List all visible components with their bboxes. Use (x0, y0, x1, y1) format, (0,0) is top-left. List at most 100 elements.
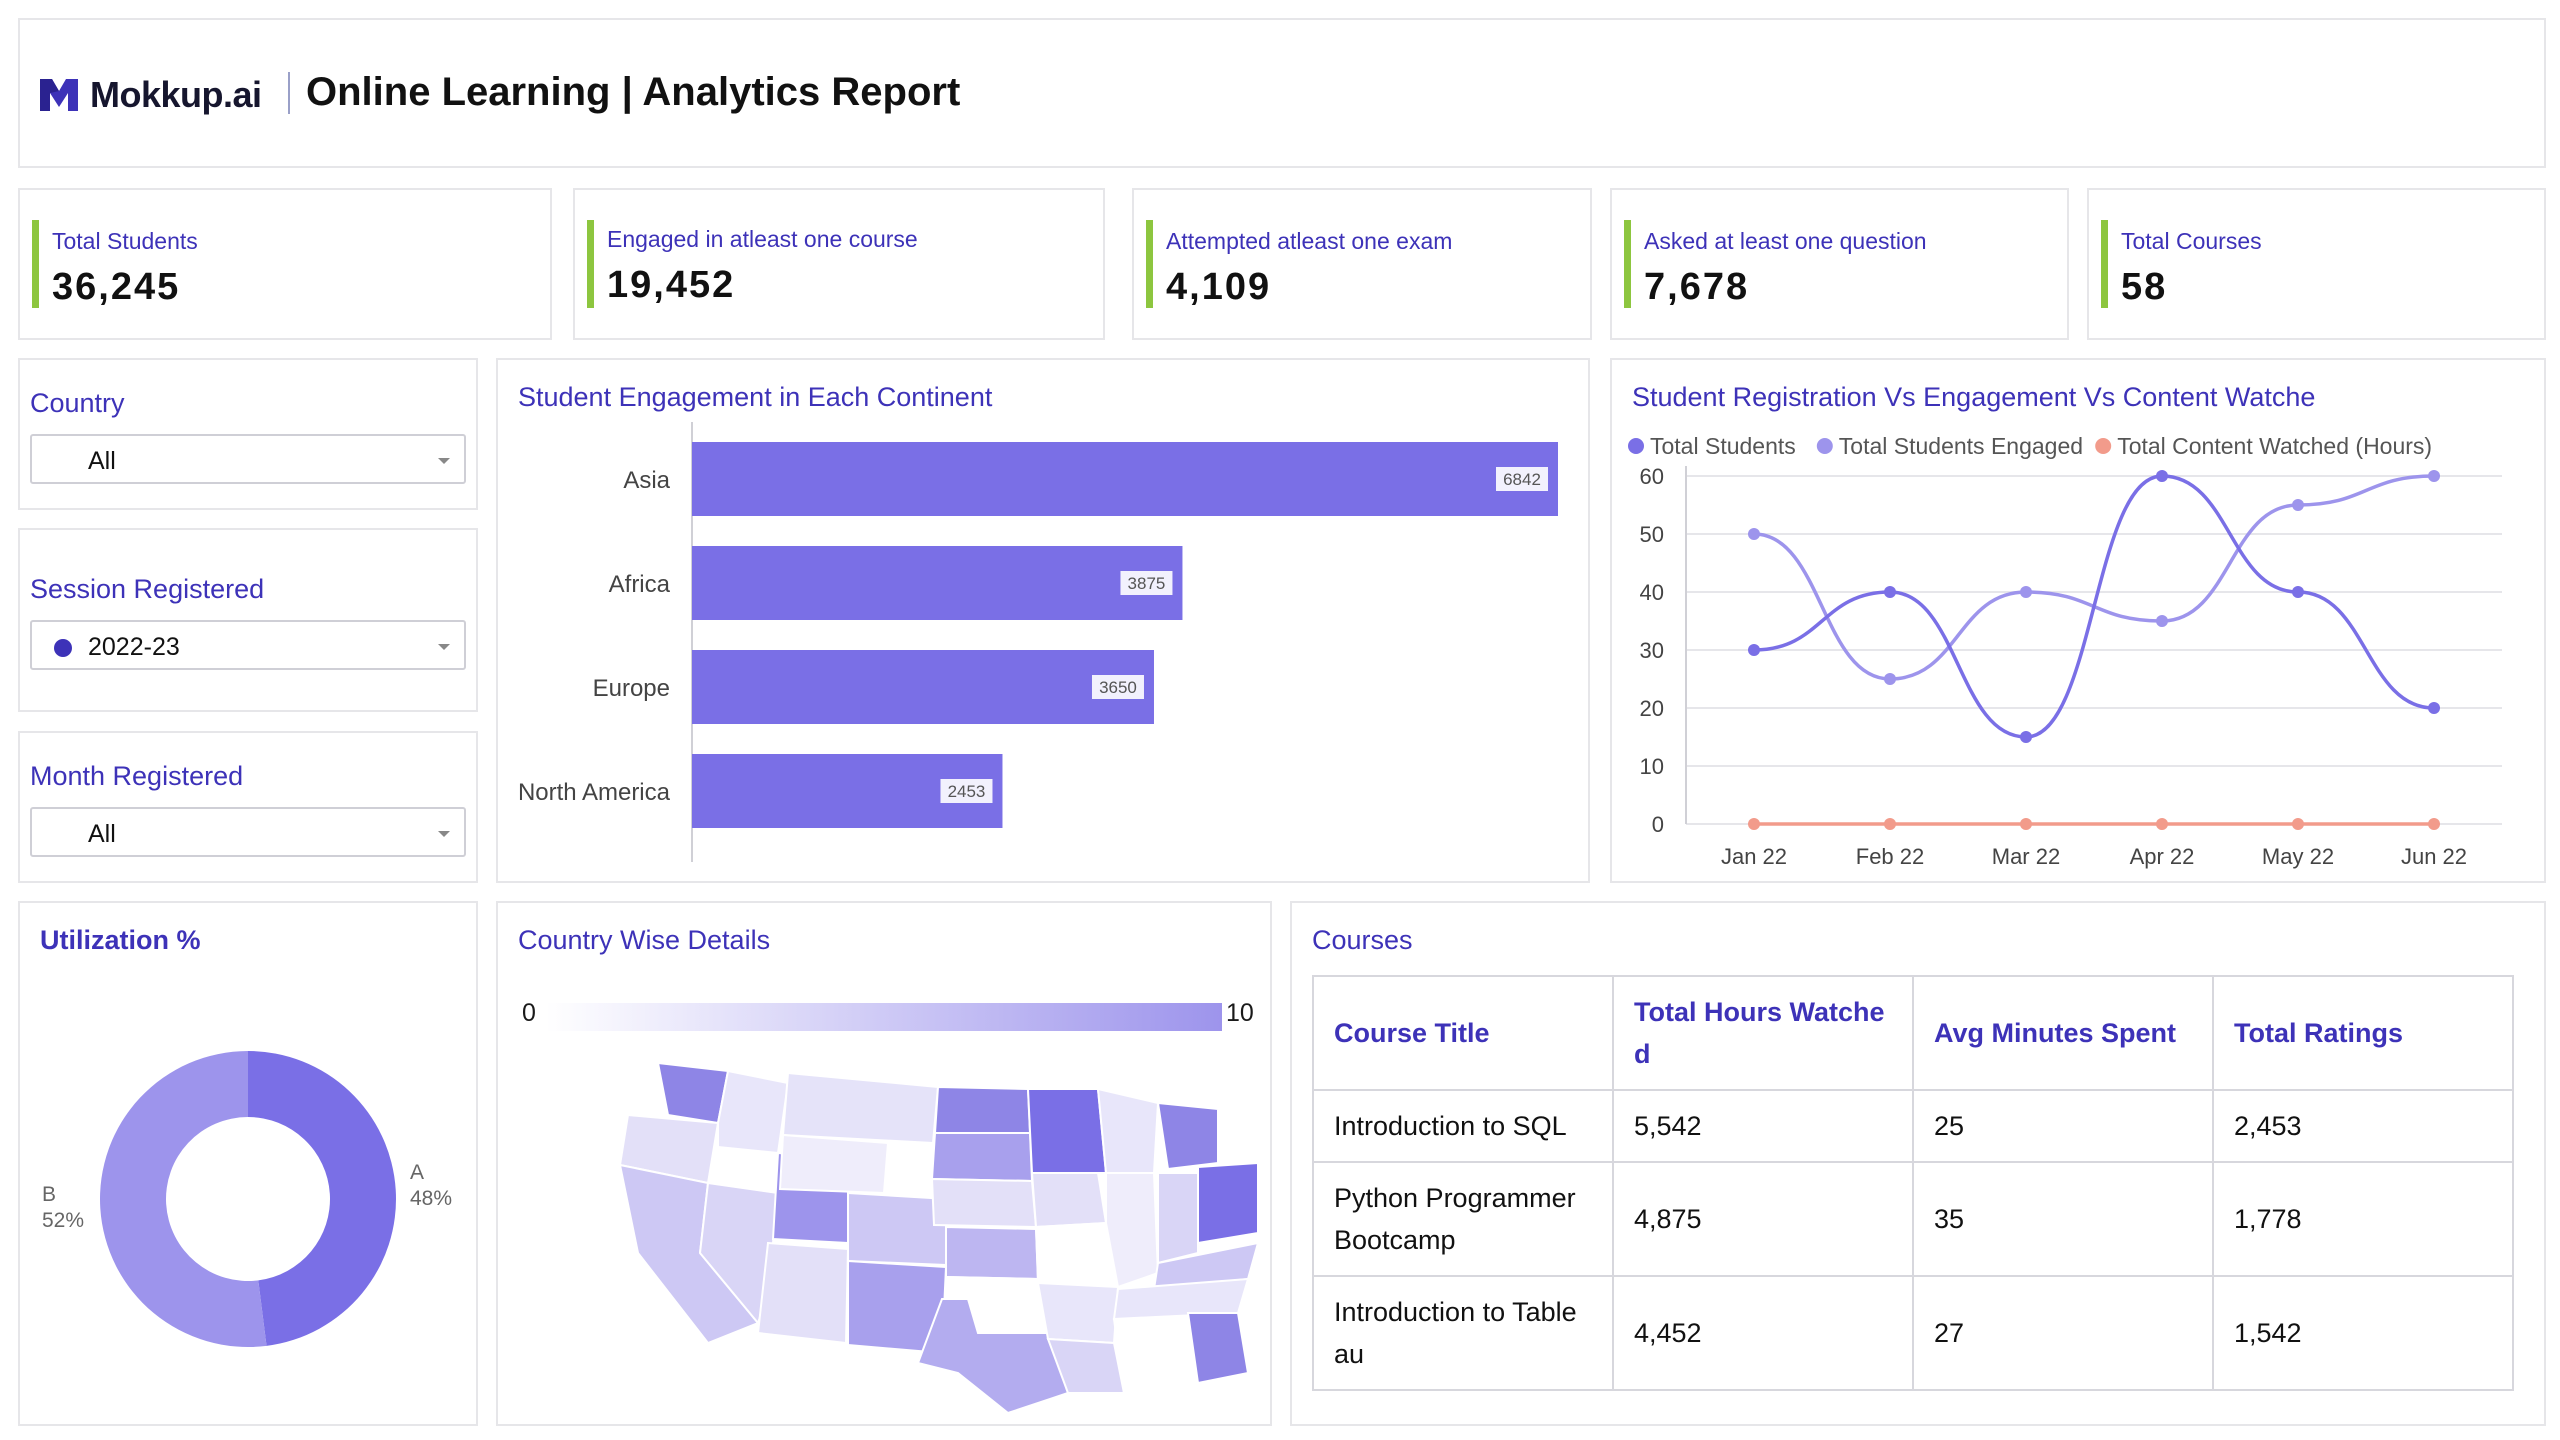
column-header-total-hours[interactable]: Total Hours Watche d (1612, 975, 1914, 1091)
map-region-nebraska (930, 1177, 1038, 1229)
data-point (2020, 731, 2032, 743)
month-select-value: All (88, 820, 116, 848)
y-tick-label: 30 (1640, 638, 1664, 663)
header-bar: Mokkup.ai Online Learning | Analytics Re… (18, 18, 2546, 168)
chevron-down-icon (438, 458, 450, 464)
kpi-label: Asked at least one question (1644, 228, 1927, 254)
utilization-panel: Utilization % A 48% B 52% (18, 901, 478, 1426)
engagement-chart-panel: Student Engagement in Each Continent Asi… (496, 358, 1590, 883)
kpi-card-total-students: Total Students 36,245 (18, 188, 552, 340)
cell-total-ratings: 2,453 (2212, 1089, 2514, 1163)
month-select[interactable]: All (30, 807, 466, 857)
bar-data-label: 3875 (1128, 574, 1166, 593)
registration-chart-panel: Student Registration Vs Engagement Vs Co… (1610, 358, 2546, 883)
table-row[interactable]: Python Programmer Bootcamp 4,875 35 1,77… (1312, 1161, 2514, 1277)
bar (692, 546, 1183, 620)
cell-avg-minutes: 35 (1912, 1161, 2214, 1277)
series-line (1753, 474, 2435, 739)
map-region-illinois (1105, 1172, 1160, 1289)
selected-dot-icon (54, 639, 72, 657)
kpi-value: 7,678 (1644, 266, 1750, 308)
legend-marker (2095, 438, 2112, 454)
country-select[interactable]: All (30, 434, 466, 484)
column-header-avg-minutes[interactable]: Avg Minutes Spent (1912, 975, 2214, 1091)
kpi-accent-bar (2101, 220, 2108, 308)
chevron-down-icon (438, 831, 450, 837)
kpi-card-attempted-exam: Attempted atleast one exam 4,109 (1132, 188, 1592, 340)
registration-chart-title: Student Registration Vs Engagement Vs Co… (1632, 382, 2316, 412)
cell-total-hours: 5,542 (1612, 1089, 1914, 1163)
map-region-missouri (1034, 1221, 1120, 1289)
data-point (2020, 586, 2032, 598)
us-choropleth-map[interactable] (558, 1043, 1258, 1413)
map-region-alabama (1150, 1318, 1189, 1394)
kpi-accent-bar (587, 220, 594, 308)
data-point (2156, 615, 2168, 627)
legend-label: Total Content Watched (Hours) (2117, 433, 2432, 459)
kpi-value: 58 (2121, 266, 2168, 308)
table-row[interactable]: Introduction to Table au 4,452 27 1,542 (1312, 1275, 2514, 1391)
kpi-card-asked-question: Asked at least one question 7,678 (1610, 188, 2069, 340)
column-header-course-title[interactable]: Course Title (1312, 975, 1614, 1091)
x-tick-label: Mar 22 (1992, 844, 2060, 869)
month-filter-label: Month Registered (30, 761, 244, 791)
data-point (2020, 818, 2032, 830)
donut-slice-label: 48% (410, 1187, 452, 1210)
kpi-card-engaged: Engaged in atleast one course 19,452 (573, 188, 1105, 340)
bar-category-label: Asia (623, 467, 670, 494)
session-select[interactable]: 2022-23 (30, 620, 466, 670)
map-region-wyoming (778, 1133, 890, 1195)
brand-name: Mokkup.ai (90, 74, 262, 115)
registration-line-chart: Total Students Total Students Engaged Tota… (1628, 433, 2502, 869)
session-select-value: 2022-23 (88, 633, 180, 661)
table-header-row: Course Title Total Hours Watche d Avg Mi… (1312, 975, 2514, 1091)
courses-panel: Courses Course Title Total Hours Watche … (1290, 901, 2546, 1426)
cell-course-title: Introduction to SQL (1312, 1089, 1614, 1163)
country-select-value: All (88, 447, 116, 475)
kpi-accent-bar (32, 220, 39, 308)
bar-data-label-bg (1091, 675, 1144, 699)
map-region-kansas (945, 1225, 1040, 1281)
y-tick-label: 10 (1640, 754, 1664, 779)
legend-label: Total Students Engaged (1839, 433, 2083, 459)
data-point (2292, 818, 2304, 830)
kpi-card-total-courses: Total Courses 58 (2087, 188, 2546, 340)
map-region-minnesota (1026, 1088, 1108, 1174)
data-point (1748, 818, 1760, 830)
data-point (1884, 673, 1896, 685)
cell-total-ratings: 1,542 (2212, 1275, 2514, 1391)
kpi-value: 19,452 (607, 264, 736, 306)
courses-table: Course Title Total Hours Watche d Avg Mi… (1312, 975, 2514, 1391)
cell-total-ratings: 1,778 (2212, 1161, 2514, 1277)
map-region-south-dakota (930, 1132, 1034, 1183)
x-tick-label: Jun 22 (2401, 844, 2467, 869)
data-point (1884, 818, 1896, 830)
y-tick-label: 50 (1640, 522, 1664, 547)
country-map-panel: Country Wise Details 0 10 (496, 901, 1272, 1426)
column-header-total-ratings[interactable]: Total Ratings (2212, 975, 2514, 1091)
brand-logo[interactable]: Mokkup.ai (38, 74, 262, 116)
data-point (2292, 499, 2304, 511)
session-filter-panel: Session Registered 2022-23 (18, 528, 478, 712)
table-row[interactable]: Introduction to SQL 5,542 25 2,453 (1312, 1089, 2514, 1163)
map-region-north-dakota (933, 1085, 1032, 1134)
map-region-michigan (1156, 1101, 1219, 1171)
donut-slice (248, 1051, 397, 1346)
utilization-title: Utilization % (40, 925, 201, 955)
donut-slice-label: 52% (42, 1209, 84, 1232)
data-point (2292, 586, 2304, 598)
map-scale-min: 0 (522, 999, 536, 1027)
cell-course-title: Introduction to Table au (1312, 1275, 1614, 1391)
data-point (2428, 702, 2440, 714)
header-divider (288, 72, 290, 114)
data-point (2428, 470, 2440, 482)
map-region-washington (656, 1061, 730, 1125)
courses-title: Courses (1312, 925, 1413, 955)
engagement-chart-title: Student Engagement in Each Continent (518, 382, 993, 412)
mokkup-logo-icon (40, 79, 78, 111)
map-region-arizona (756, 1241, 850, 1345)
data-point (2156, 818, 2168, 830)
map-scale-max: 10 (1226, 999, 1254, 1027)
y-tick-label: 20 (1640, 696, 1664, 721)
y-tick-label: 0 (1652, 812, 1664, 837)
